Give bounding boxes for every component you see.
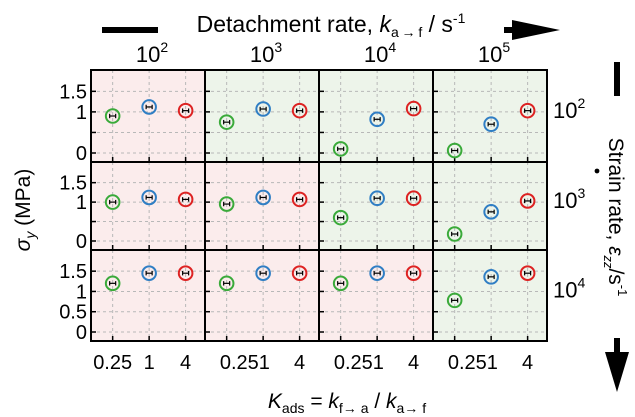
data-point-marker [332,209,349,226]
data-point-marker [104,108,121,124]
panel-frame [432,249,548,342]
data-point-marker [104,194,121,210]
strain-rate-dot-accent [594,168,600,174]
right-axis-title: Strain rate, εzz/s-1 [601,138,630,297]
data-point-marker [483,116,499,133]
data-point-marker [405,190,422,207]
data-point-marker [369,265,385,281]
data-point-marker [255,189,271,206]
top-axis-title-backdrop [158,8,504,42]
data-point-marker [519,193,536,209]
data-point-marker [332,275,349,292]
data-point-marker [255,101,271,117]
column-header: 102 [136,39,168,67]
top-axis-title: Detachment rate, ka → f / s-1 [197,10,466,40]
data-point-marker [177,265,194,281]
row-header: 102 [553,95,585,123]
data-point-marker [177,102,194,119]
data-point-marker [218,114,235,130]
data-point-marker [483,269,499,285]
y-axis-label: σy (MPa) [12,169,38,252]
data-point-marker [483,204,499,220]
data-point-marker [141,265,157,281]
y-tick-label: 0 [76,322,87,344]
data-point-marker [369,111,385,128]
y-tick-label: 1.5 [59,81,87,103]
x-axis-label: Kads = kf→ a / ka→ f [268,390,426,416]
data-point-marker [141,189,157,206]
data-point-marker [446,142,463,159]
data-point-marker [446,226,463,242]
x-tick-label: 4 [522,352,533,374]
y-tick-label: 1 [76,192,87,214]
data-point-marker [519,265,536,281]
column-header: 104 [364,39,396,67]
data-point-marker [332,141,349,157]
panel-background [91,250,205,341]
right-axis-title-backdrop [604,96,630,338]
data-point-marker [405,265,422,281]
data-point-marker [141,99,157,115]
x-tick-label: 1 [144,352,155,374]
column-header: 103 [250,39,282,67]
x-tick-label: 4 [294,352,305,374]
panel-background [433,250,547,341]
x-tick-label: 4 [180,352,191,374]
data-point-marker [177,191,194,208]
y-tick-label: 0 [76,231,87,253]
y-tick-label: 0.5 [59,302,87,324]
data-point-marker [291,265,308,281]
panel-background [319,250,433,341]
row-header: 103 [553,185,585,213]
data-point-marker [446,292,463,309]
data-point-marker [218,275,235,292]
data-point-marker [255,265,271,281]
x-tick-label: 0.251 [334,352,384,374]
x-tick-label: 0.251 [220,352,270,374]
y-tick-label: 1.5 [59,261,87,283]
row-header: 104 [553,275,585,303]
x-tick-label: 0.25 [93,352,132,374]
data-point-marker [405,100,422,117]
panel-background [433,70,547,162]
data-point-marker [369,190,385,207]
panel-background [205,250,319,341]
panel-background [319,162,433,250]
data-point-marker [291,191,308,208]
data-point-marker [291,102,308,119]
column-header: 105 [478,39,510,67]
x-tick-label: 0.251 [448,352,498,374]
right-axis-arrowhead [605,352,629,392]
y-tick-label: 0 [76,143,87,165]
y-tick-label: 1 [76,102,87,124]
data-point-marker [218,196,235,212]
data-point-marker [519,102,536,119]
data-point-marker [104,275,121,292]
y-tick-label: 1.5 [59,173,87,195]
y-tick-label: 1 [76,281,87,303]
x-tick-label: 4 [408,352,419,374]
top-axis-arrowhead [512,20,560,40]
